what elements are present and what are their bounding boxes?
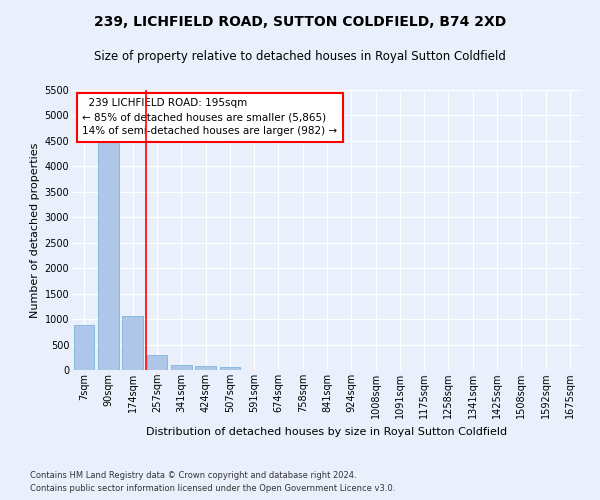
X-axis label: Distribution of detached houses by size in Royal Sutton Coldfield: Distribution of detached houses by size …	[146, 426, 508, 436]
Text: 239 LICHFIELD ROAD: 195sqm
← 85% of detached houses are smaller (5,865)
14% of s: 239 LICHFIELD ROAD: 195sqm ← 85% of deta…	[82, 98, 337, 136]
Bar	[220, 368, 240, 370]
Bar	[195, 366, 216, 370]
Y-axis label: Number of detached properties: Number of detached properties	[31, 142, 40, 318]
Bar	[146, 356, 167, 370]
Bar	[122, 316, 143, 370]
Text: Contains HM Land Registry data © Crown copyright and database right 2024.: Contains HM Land Registry data © Crown c…	[30, 470, 356, 480]
Text: Contains public sector information licensed under the Open Government Licence v3: Contains public sector information licen…	[30, 484, 395, 493]
Text: Size of property relative to detached houses in Royal Sutton Coldfield: Size of property relative to detached ho…	[94, 50, 506, 63]
Bar	[171, 365, 191, 370]
Text: 239, LICHFIELD ROAD, SUTTON COLDFIELD, B74 2XD: 239, LICHFIELD ROAD, SUTTON COLDFIELD, B…	[94, 15, 506, 29]
Bar	[74, 325, 94, 370]
Bar	[98, 138, 119, 370]
